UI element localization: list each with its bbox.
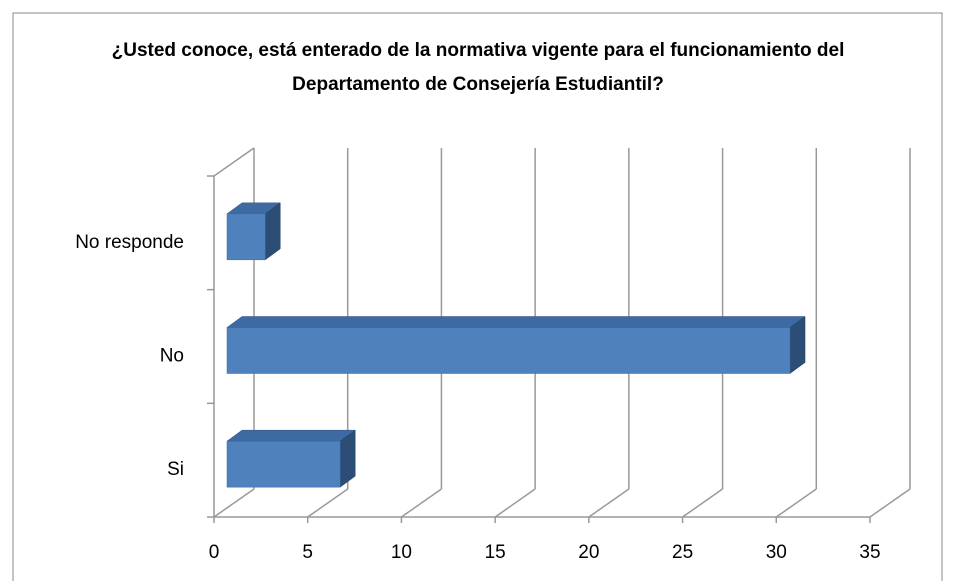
x-tick-label: 35 <box>859 542 880 563</box>
y-tick-label: No responde <box>75 232 184 253</box>
y-tick-label: No <box>160 346 184 367</box>
floor-line <box>869 488 911 518</box>
floor-line <box>400 488 442 518</box>
x-tick-label: 5 <box>302 542 313 563</box>
floor-line <box>307 488 349 518</box>
x-tick-label: 30 <box>766 542 787 563</box>
bar-top <box>226 429 356 442</box>
x-tick-label: 0 <box>209 542 220 563</box>
wall-edge <box>213 147 255 177</box>
x-tick-label: 15 <box>485 542 506 563</box>
floor-line <box>213 488 255 518</box>
floor-line <box>682 488 724 518</box>
floor-line <box>588 488 630 518</box>
x-tick-label: 20 <box>578 542 599 563</box>
chart-border <box>12 12 943 581</box>
bar-top <box>226 316 806 328</box>
chart-title: ¿Usted conoce, está enterado de la norma… <box>111 40 845 95</box>
bar <box>226 440 341 488</box>
x-tick-label: 25 <box>672 542 693 563</box>
floor-line <box>775 488 817 518</box>
bar <box>226 327 791 374</box>
x-tick-label: 10 <box>391 542 412 563</box>
y-tick-label: Si <box>167 459 184 480</box>
bar <box>226 213 266 261</box>
floor-line <box>494 488 536 518</box>
